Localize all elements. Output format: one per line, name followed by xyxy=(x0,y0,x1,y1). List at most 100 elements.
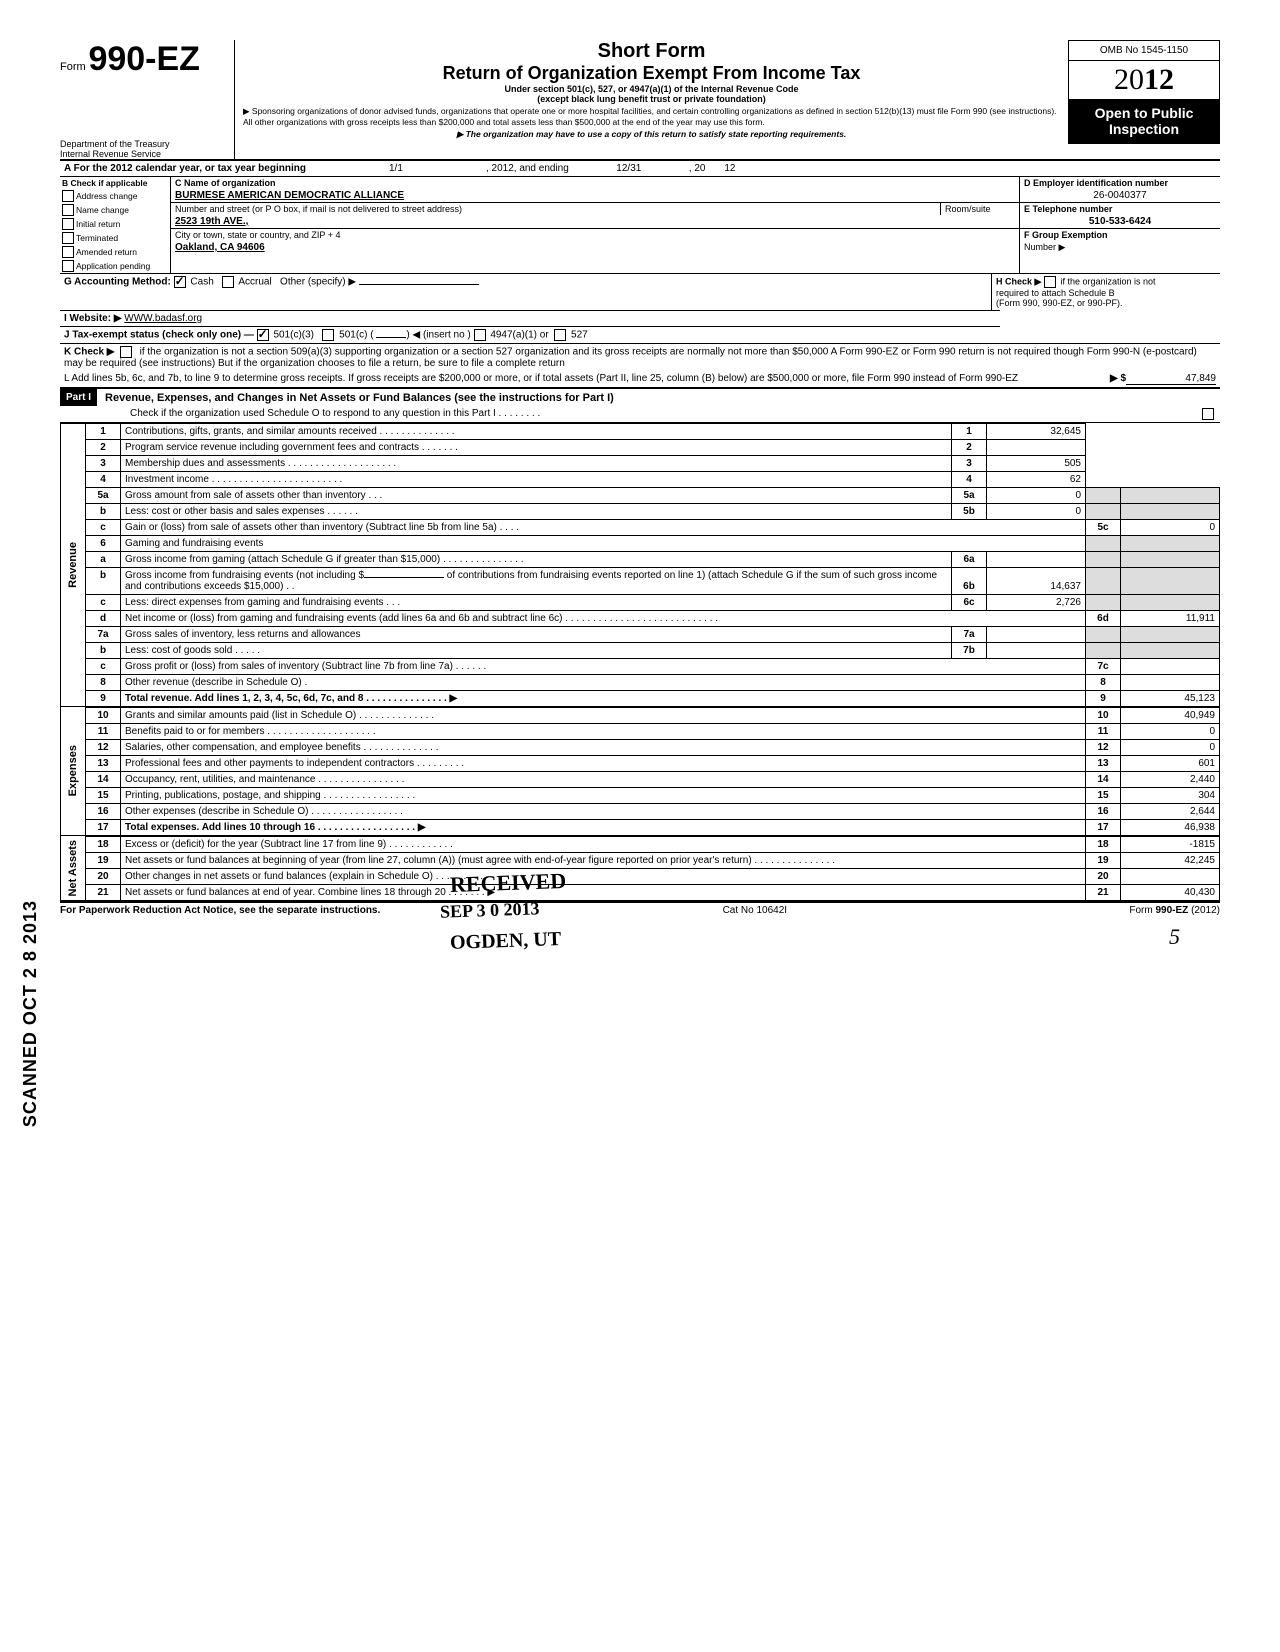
line-box: 5c xyxy=(1086,520,1121,536)
line-num: 7a xyxy=(86,627,121,643)
group-exemption-label: F Group Exemption xyxy=(1020,228,1220,241)
line-num: 13 xyxy=(86,756,121,772)
year-bold: 12 xyxy=(1144,63,1174,96)
section-b: B Check if applicable Address change Nam… xyxy=(60,177,171,273)
line-desc: Gross sales of inventory, less returns a… xyxy=(125,629,360,640)
checkbox-501c[interactable] xyxy=(322,329,334,341)
line-box: 1 xyxy=(952,424,987,440)
line-box: 10 xyxy=(1086,708,1121,724)
year-prefix: 20 xyxy=(1114,63,1144,96)
line-val: 2,644 xyxy=(1121,804,1220,820)
checkbox-initial-return[interactable] xyxy=(62,218,74,230)
checkbox-terminated[interactable] xyxy=(62,232,74,244)
irs-label: Internal Revenue Service xyxy=(60,149,230,159)
line-a-end-month: 12/31 xyxy=(569,163,689,174)
line-num: 16 xyxy=(86,804,121,820)
phone-value: 510-533-6424 xyxy=(1020,215,1220,228)
sub-val: 2,726 xyxy=(987,595,1086,611)
checkbox-cash[interactable] xyxy=(174,276,186,288)
part1-label: Part I xyxy=(60,389,97,406)
check-if-applicable: B Check if applicable xyxy=(60,177,170,189)
line-a-label: A For the 2012 calendar year, or tax yea… xyxy=(64,163,306,174)
revenue-side-label: Revenue xyxy=(67,538,79,592)
expenses-table: 10Grants and similar amounts paid (list … xyxy=(86,707,1220,836)
line-box: 12 xyxy=(1086,740,1121,756)
expenses-side-label: Expenses xyxy=(67,741,79,800)
line-h-text3: (Form 990, 990-EZ, or 990-PF). xyxy=(996,298,1123,308)
checkbox-h[interactable] xyxy=(1044,276,1056,288)
line-g-label: G Accounting Method: xyxy=(64,277,171,288)
line-desc: Gross amount from sale of assets other t… xyxy=(125,490,382,501)
checkbox-pending[interactable] xyxy=(62,260,74,272)
line-desc: Other expenses (describe in Schedule O) … xyxy=(121,804,1086,820)
sub-val: 14,637 xyxy=(987,568,1086,595)
part1-title: Revenue, Expenses, and Changes in Net As… xyxy=(97,392,614,404)
sub-val xyxy=(987,627,1086,643)
city-label: City or town, state or country, and ZIP … xyxy=(171,228,1019,241)
checkbox-address-change[interactable] xyxy=(62,190,74,202)
line-a-end-year: 12 xyxy=(706,163,736,174)
line-num: 15 xyxy=(86,788,121,804)
line-num: 14 xyxy=(86,772,121,788)
line-box: 13 xyxy=(1086,756,1121,772)
line-num: 21 xyxy=(86,885,121,901)
line-val: 42,245 xyxy=(1121,853,1220,869)
line-val: 2,440 xyxy=(1121,772,1220,788)
line-val: 601 xyxy=(1121,756,1220,772)
line-num: 6 xyxy=(86,536,121,552)
line-box: 16 xyxy=(1086,804,1121,820)
line-l-text: L Add lines 5b, 6c, and 7b, to line 9 to… xyxy=(64,373,1096,385)
sub-box: 5a xyxy=(952,488,987,504)
line-val: 62 xyxy=(987,472,1086,488)
line-desc: Professional fees and other payments to … xyxy=(121,756,1086,772)
return-title: Return of Organization Exempt From Incom… xyxy=(243,63,1060,84)
label-amended: Amended return xyxy=(76,247,137,257)
checkbox-amended[interactable] xyxy=(62,246,74,258)
city-value: Oakland, CA 94606 xyxy=(171,241,1019,254)
label-name-change: Name change xyxy=(76,205,129,215)
line-desc: Other changes in net assets or fund bala… xyxy=(121,869,1086,885)
sub-box: 7b xyxy=(952,643,987,659)
line-num: b xyxy=(86,504,121,520)
checkbox-name-change[interactable] xyxy=(62,204,74,216)
line-h-text: if the organization is not xyxy=(1060,276,1155,286)
line-val xyxy=(1121,869,1220,885)
line-desc: Salaries, other compensation, and employ… xyxy=(121,740,1086,756)
other-specify-label: Other (specify) ▶ xyxy=(280,277,356,288)
line-desc: Benefits paid to or for members . . . . … xyxy=(121,724,1086,740)
line-desc: Program service revenue including govern… xyxy=(121,440,952,456)
line-num: c xyxy=(86,659,121,675)
open-public-label: Open to Public xyxy=(1071,105,1217,121)
checkbox-4947[interactable] xyxy=(474,329,486,341)
line-desc: Less: direct expenses from gaming and fu… xyxy=(125,597,400,608)
sub-box: 6b xyxy=(952,568,987,595)
checkbox-501c3[interactable] xyxy=(257,329,269,341)
line-num: 9 xyxy=(86,691,121,707)
org-name: BURMESE AMERICAN DEMOCRATIC ALLIANCE xyxy=(171,189,1019,202)
line-k-label: K Check ▶ xyxy=(64,347,114,358)
checkbox-k[interactable] xyxy=(120,346,132,358)
checkbox-accrual[interactable] xyxy=(222,276,234,288)
line-val xyxy=(1121,659,1220,675)
line-val: 0 xyxy=(1121,740,1220,756)
sponsor-note: ▶ Sponsoring organizations of donor advi… xyxy=(243,104,1060,129)
line-desc: Total revenue. Add lines 1, 2, 3, 4, 5c,… xyxy=(125,693,457,704)
line-l-value: 47,849 xyxy=(1126,373,1216,385)
line-box: 21 xyxy=(1086,885,1121,901)
form-prefix: Form xyxy=(60,61,86,73)
line-val xyxy=(987,440,1086,456)
omb-number: OMB No 1545-1150 xyxy=(1069,41,1219,61)
line-num: 17 xyxy=(86,820,121,836)
revenue-table: 1Contributions, gifts, grants, and simil… xyxy=(86,423,1220,707)
line-desc: Total expenses. Add lines 10 through 16 … xyxy=(125,822,426,833)
line-desc: Gross income from gaming (attach Schedul… xyxy=(125,554,524,565)
line-num: 11 xyxy=(86,724,121,740)
state-note: ▶ The organization may have to use a cop… xyxy=(243,129,1060,140)
line-box: 6d xyxy=(1086,611,1121,627)
checkbox-527[interactable] xyxy=(554,329,566,341)
ein-label: D Employer identification number xyxy=(1020,177,1220,189)
subtitle1: Under section 501(c), 527, or 4947(a)(1)… xyxy=(243,84,1060,94)
line-val: 46,938 xyxy=(1121,820,1220,836)
form-number: 990-EZ xyxy=(88,40,200,78)
checkbox-part1-schedule-o[interactable] xyxy=(1202,408,1214,420)
